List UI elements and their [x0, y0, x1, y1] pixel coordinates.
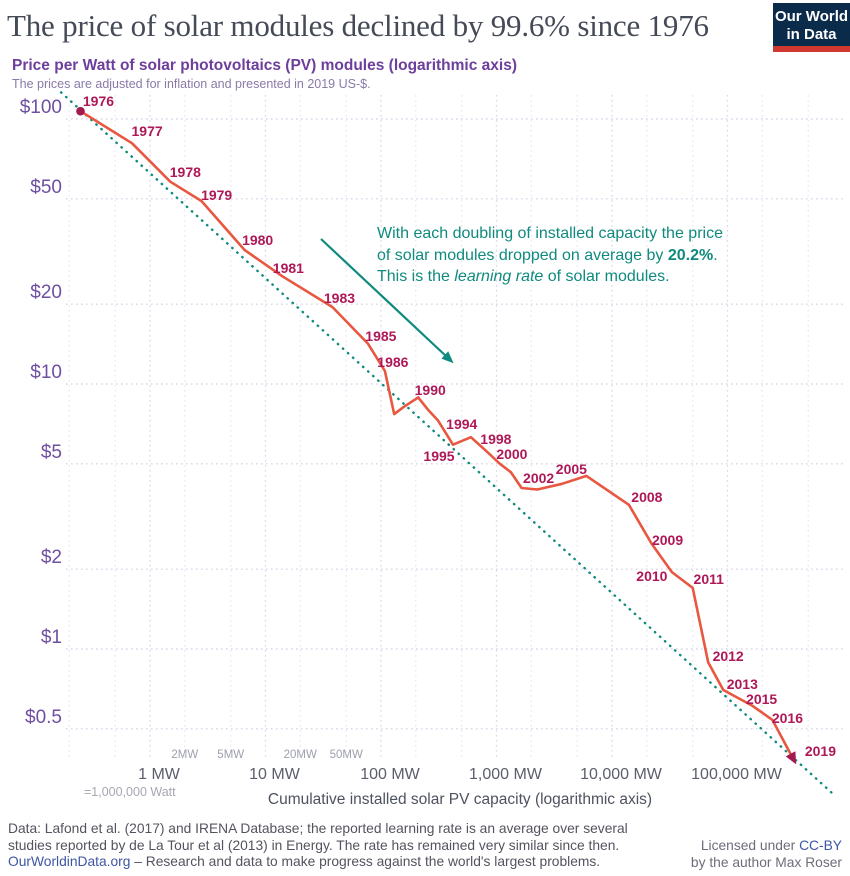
x-axis-unit-note: =1,000,000 Watt	[84, 785, 176, 799]
chart-subtitle: Price per Watt of solar photovoltaics (P…	[12, 57, 517, 74]
annotation-line3: This is the learning rate of solar modul…	[377, 268, 670, 285]
learning-rate-trend-line	[59, 91, 835, 796]
footer-line1: Data: Lafond et al. (2017) and IRENA Dat…	[8, 821, 628, 836]
owid-logo-line1: Our World	[774, 8, 849, 25]
license-block: Licensed under CC-BY by the author Max R…	[691, 838, 842, 871]
license-line2: by the author Max Roser	[690, 854, 842, 870]
end-arrowhead-marker	[785, 751, 797, 765]
learning-rate-term: learning rate	[454, 268, 544, 285]
owid-link[interactable]: OurWorldinData.org	[8, 854, 131, 870]
chart-subtitle-note: The prices are adjusted for inflation an…	[12, 77, 371, 91]
footer-line2: studies reported by de La Tour et al (20…	[8, 837, 620, 853]
annotation-line2: of solar modules dropped on average by 2…	[377, 246, 718, 264]
learning-rate-annotation: With each doubling of installed capacity…	[377, 223, 777, 288]
cc-by-link[interactable]: CC-BY	[799, 838, 842, 853]
price-line	[79, 109, 794, 759]
learning-rate-value: 20.2%	[667, 246, 714, 264]
owid-logo-line2: in Data	[786, 26, 837, 43]
x-axis-title: Cumulative installed solar PV capacity (…	[267, 791, 653, 808]
footer-line3: OurWorldinData.org – Research and data t…	[8, 854, 601, 870]
annotation-arrowhead	[441, 351, 454, 364]
owid-logo: Our World in Data	[773, 3, 850, 52]
license-line1: Licensed under CC-BY	[700, 838, 842, 853]
annotation-line1: With each doubling of installed capacity…	[377, 225, 723, 242]
annotation-arrow	[320, 238, 448, 358]
start-point-marker	[76, 106, 85, 116]
footer-source: Data: Lafond et al. (2017) and IRENA Dat…	[8, 821, 698, 871]
chart-title: The price of solar modules declined by 9…	[7, 8, 709, 43]
